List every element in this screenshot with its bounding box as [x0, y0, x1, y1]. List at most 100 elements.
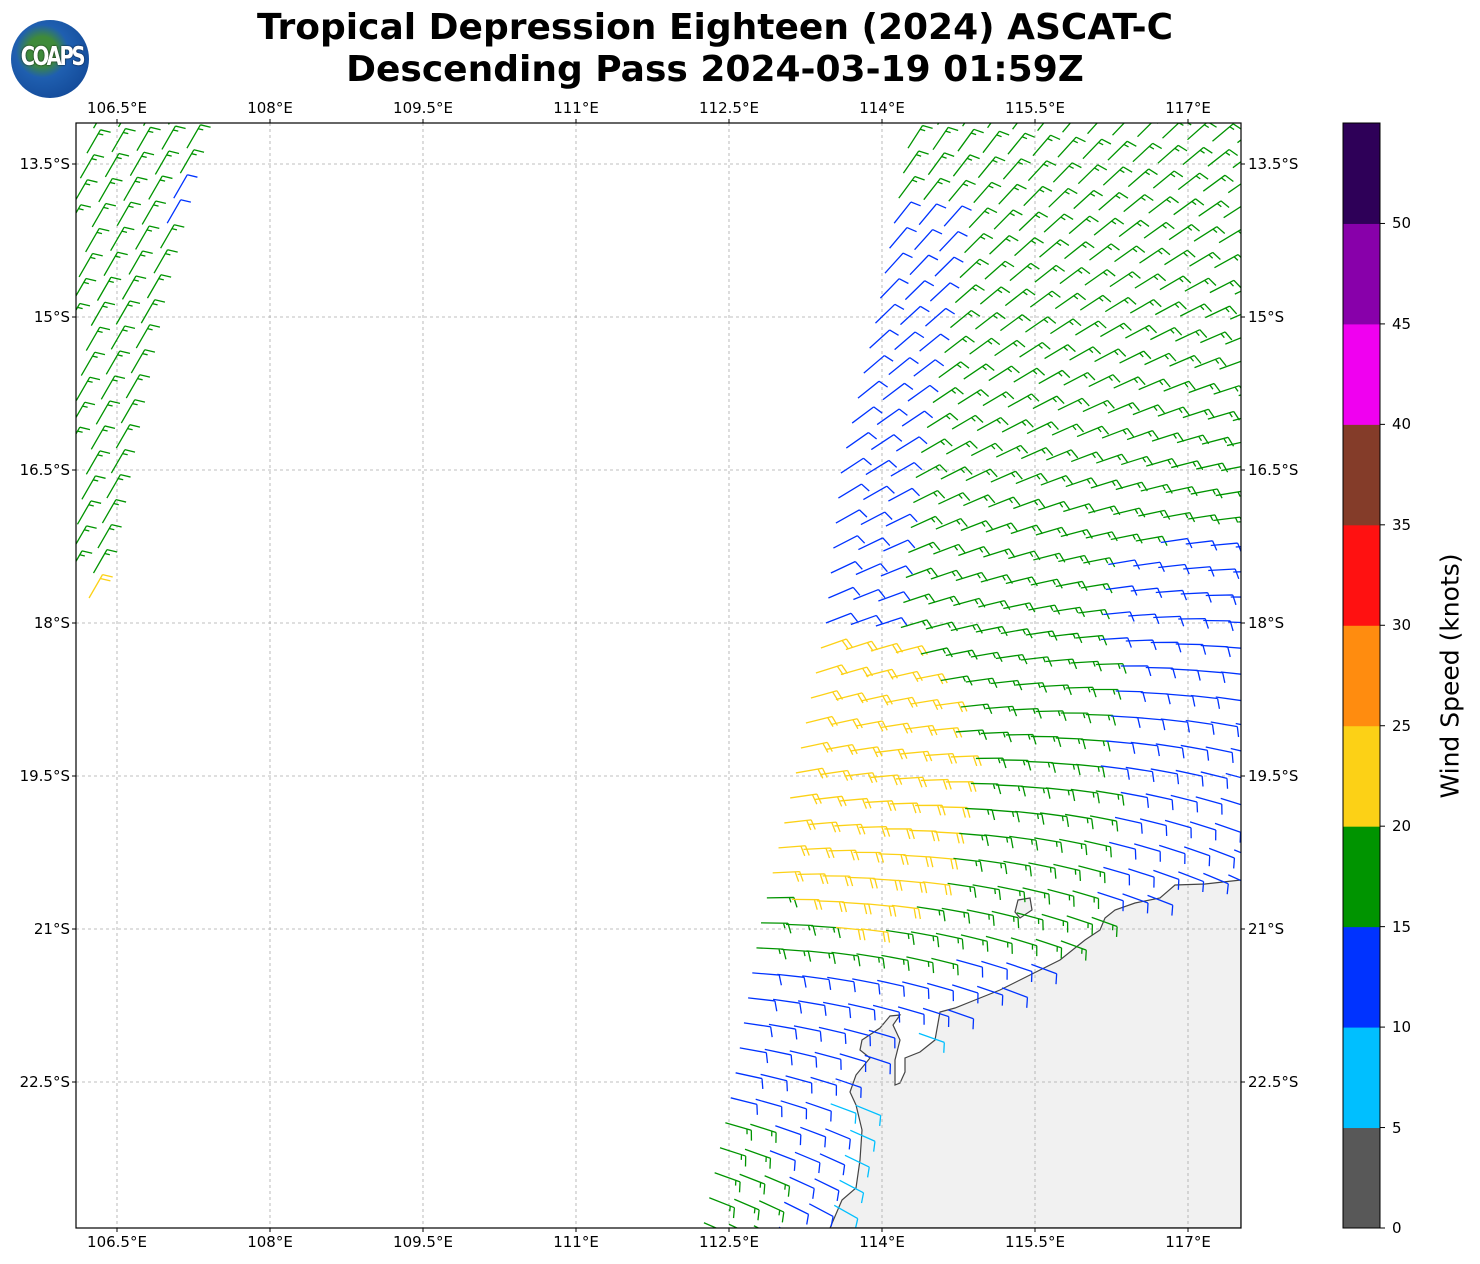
colorbar-band [1343, 1127, 1380, 1229]
wind-barb [894, 331, 925, 351]
wind-barb [1235, 722, 1241, 726]
wind-barb [86, 129, 111, 154]
wind-barb [1225, 772, 1241, 779]
wind-barb [1063, 371, 1096, 386]
wind-barb [952, 154, 980, 177]
wind-barb [90, 301, 116, 326]
wind-barb [968, 207, 998, 229]
wind-barb [1062, 123, 1072, 133]
wind-barb [844, 1154, 870, 1178]
wind-barb [97, 524, 122, 549]
wind-barb [1218, 228, 1241, 244]
wind-barb [1045, 787, 1076, 802]
wind-barb [128, 250, 153, 275]
wind-barb [1190, 694, 1221, 709]
wind-barb [1165, 693, 1196, 707]
wind-barb [115, 424, 141, 449]
wind-barb [80, 351, 106, 376]
wind-barb [1160, 718, 1191, 733]
wind-barb [953, 857, 983, 872]
wind-barb [1163, 380, 1196, 392]
wind-barb [793, 1025, 822, 1042]
wind-barb [1175, 329, 1208, 342]
colorbar [1342, 122, 1385, 1229]
wind-barb [1125, 324, 1158, 339]
wind-barb [1122, 893, 1149, 914]
wind-barb [960, 520, 993, 532]
wind-barb [897, 1006, 925, 1025]
wind-barb [709, 1197, 736, 1219]
wind-barb [193, 123, 195, 124]
wind-barb [1009, 835, 1039, 851]
wind-barb [1084, 840, 1112, 858]
wind-barb [1003, 860, 1032, 877]
wind-barb [929, 282, 960, 302]
wind-barb [964, 232, 994, 254]
wind-barb [825, 743, 858, 756]
wind-barb [1096, 453, 1129, 464]
title-line-1: Tropical Depression Eighteen (2024) ASCA… [256, 7, 1174, 48]
wind-barb [977, 156, 1006, 179]
lon-tick-label-top: 112.5°E [699, 99, 759, 117]
wind-barb [1015, 472, 1048, 485]
wind-barb [1121, 455, 1154, 466]
wind-barb [995, 784, 1026, 797]
wind-barb [1137, 123, 1166, 138]
wind-barb [1027, 160, 1057, 182]
colorbar-band [1343, 223, 1380, 325]
wind-barb [985, 705, 1018, 717]
wind-barb [1007, 393, 1040, 408]
wind-barb [1034, 264, 1066, 283]
wind-barb [943, 205, 972, 227]
wind-barb [760, 1073, 788, 1092]
wind-barb [933, 543, 966, 555]
wind-barb [789, 1176, 815, 1199]
wind-barb [1193, 226, 1226, 242]
wind-barb [1055, 580, 1088, 592]
wind-barb [1013, 498, 1046, 510]
wind-barb [925, 752, 958, 764]
wind-barb [1113, 376, 1146, 389]
wind-barb [110, 226, 135, 251]
wind-barb [1080, 738, 1111, 752]
wind-barb [976, 985, 1004, 1006]
wind-barb [85, 227, 110, 253]
wind-barb [1182, 408, 1216, 419]
wind-barb [161, 125, 186, 150]
wind-barb [972, 884, 1002, 901]
wind-barb [1208, 568, 1240, 580]
wind-barb [1163, 512, 1196, 523]
wind-barb [965, 468, 998, 482]
wind-barb [167, 123, 171, 125]
wind-barb [860, 694, 893, 706]
wind-barb [915, 673, 948, 685]
wind-barb [1023, 185, 1053, 207]
wind-barb [79, 154, 105, 179]
wind-barb [785, 1075, 813, 1094]
wind-barb [1220, 797, 1241, 806]
wind-barb [830, 718, 863, 730]
wind-barb [173, 174, 198, 199]
wind-barb [104, 152, 130, 178]
wind-barb [1032, 134, 1061, 157]
wind-barb [1214, 253, 1241, 269]
wind-barb [125, 374, 151, 399]
wind-barb [1057, 397, 1090, 411]
wind-barb [1153, 615, 1185, 627]
wind-barb [1060, 940, 1087, 961]
wind-barb [1173, 198, 1205, 216]
wind-barb [906, 956, 935, 974]
wind-barb [989, 235, 1019, 255]
wind-barb [980, 731, 1012, 743]
wind-barb [1071, 451, 1104, 463]
wind-barb [1215, 696, 1241, 702]
wind-barb [1100, 765, 1130, 780]
wind-barb [1004, 288, 1036, 307]
wind-barb [1189, 821, 1217, 841]
wind-barb [851, 406, 883, 424]
wind-barb [1104, 296, 1137, 313]
wind-barb [1150, 326, 1183, 341]
wind-barb [1034, 837, 1063, 853]
wind-barb [853, 588, 886, 601]
